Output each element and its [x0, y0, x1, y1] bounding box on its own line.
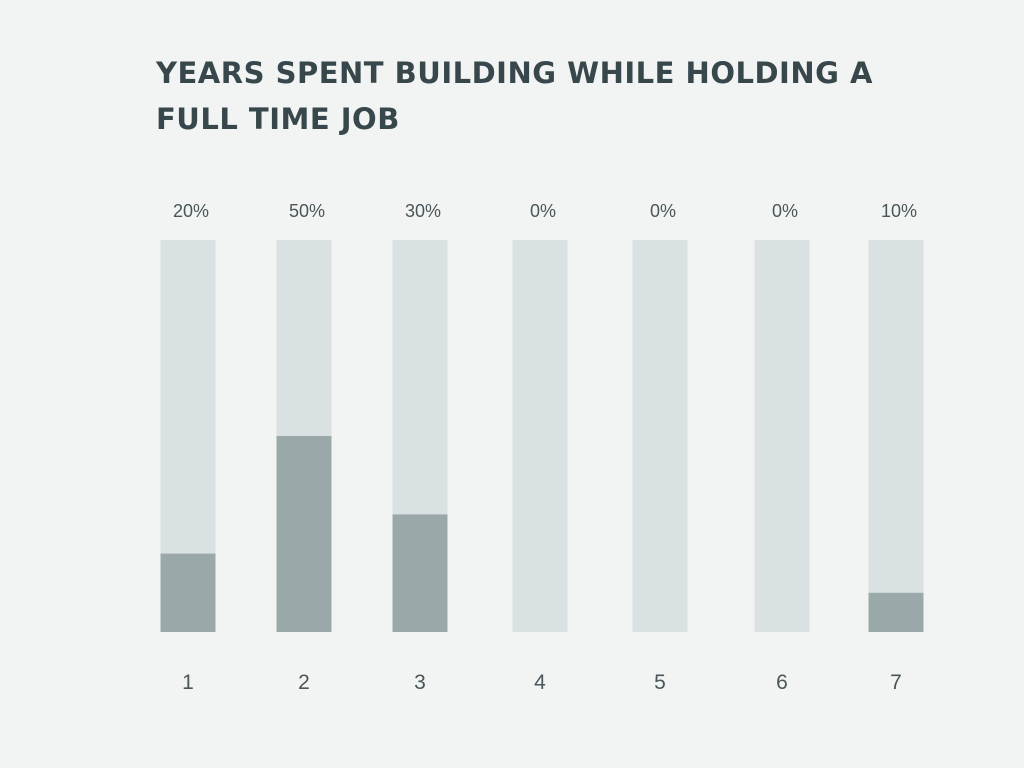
bar-3: [392, 514, 448, 632]
data-label-7: 10%: [881, 201, 917, 221]
data-label-1: 20%: [173, 201, 209, 221]
chart-title: YEARS SPENT BUILDING WHILE HOLDING A FUL…: [156, 56, 873, 136]
data-label-3: 30%: [405, 201, 441, 221]
category-label-3: 3: [414, 671, 426, 694]
bar-2: [276, 436, 332, 632]
category-label-5: 5: [654, 671, 666, 694]
category-label-4: 4: [534, 671, 546, 694]
bar-track-7: [868, 240, 924, 632]
bar-track-6: [754, 240, 810, 632]
category-label-1: 1: [182, 671, 194, 694]
data-label-5: 0%: [650, 201, 676, 221]
data-label-6: 0%: [772, 201, 798, 221]
bar-track-5: [632, 240, 688, 632]
bar-track-4: [512, 240, 568, 632]
bar-1: [160, 553, 216, 632]
category-label-7: 7: [890, 671, 902, 694]
category-label-6: 6: [776, 671, 788, 694]
category-label-2: 2: [298, 671, 310, 694]
data-label-2: 50%: [289, 201, 325, 221]
bar-7: [868, 592, 924, 632]
data-label-4: 0%: [530, 201, 556, 221]
